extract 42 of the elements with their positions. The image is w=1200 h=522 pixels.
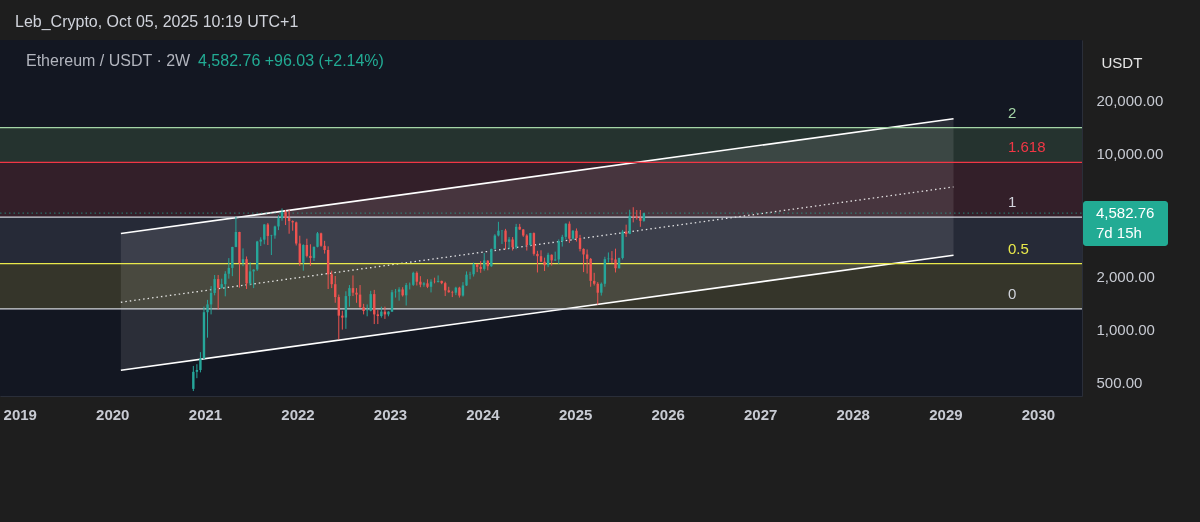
candlestick	[568, 220, 571, 244]
ref-line-label: 4,582.76	[1096, 204, 1155, 222]
annotation: 1	[1008, 193, 1017, 211]
annotation: 0.5	[1008, 239, 1029, 257]
x-tick-label: 2027	[744, 405, 778, 423]
text: Leb_Crypto, Oct 05, 2025 10:19 UTC+1	[15, 13, 299, 31]
x-tick-label: 2020	[96, 405, 130, 423]
y-tick-label: 1,000.00	[1096, 321, 1155, 339]
annotation: 2	[1008, 103, 1017, 121]
candlestick	[192, 365, 195, 392]
annotation: 1.618	[1008, 138, 1046, 156]
candlestick	[614, 248, 617, 273]
x-tick-label: 2025	[559, 405, 593, 423]
x-tick-label: 2023	[373, 405, 408, 423]
candlestick	[341, 310, 344, 331]
x-tick-label: 2030	[1021, 405, 1056, 423]
candlestick	[504, 228, 507, 250]
candlestick	[351, 274, 355, 297]
annotation: 0	[1008, 284, 1017, 302]
x-tick-label: 2029	[929, 405, 963, 423]
candlestick	[422, 281, 426, 288]
x-tick-label: 2019	[3, 405, 37, 423]
text: 4,582.76 +96.03 (+2.14%)	[198, 52, 384, 69]
x-tick-label: 2021	[188, 405, 223, 423]
y-axis-title: USDT	[1101, 53, 1143, 71]
candlestick	[309, 243, 312, 267]
text: 7d 15h	[1096, 224, 1142, 242]
text: Ethereum / USDT · 2W	[26, 52, 192, 69]
candlestick	[507, 236, 511, 250]
candlestick	[397, 286, 401, 302]
y-tick-label: 10,000.00	[1096, 144, 1164, 162]
y-tick-label: 2,000.00	[1096, 268, 1155, 286]
x-tick-label: 2022	[281, 405, 315, 423]
candlestick	[231, 246, 234, 277]
candlestick	[302, 243, 305, 272]
candlestick	[539, 249, 543, 263]
candlestick	[475, 263, 479, 273]
x-tick-label: 2024	[466, 405, 501, 423]
x-tick-label: 2028	[836, 405, 870, 423]
y-tick-label: 500.00	[1096, 374, 1143, 392]
y-tick-label: 20,000.00	[1096, 91, 1164, 109]
x-tick-label: 2026	[651, 405, 685, 423]
